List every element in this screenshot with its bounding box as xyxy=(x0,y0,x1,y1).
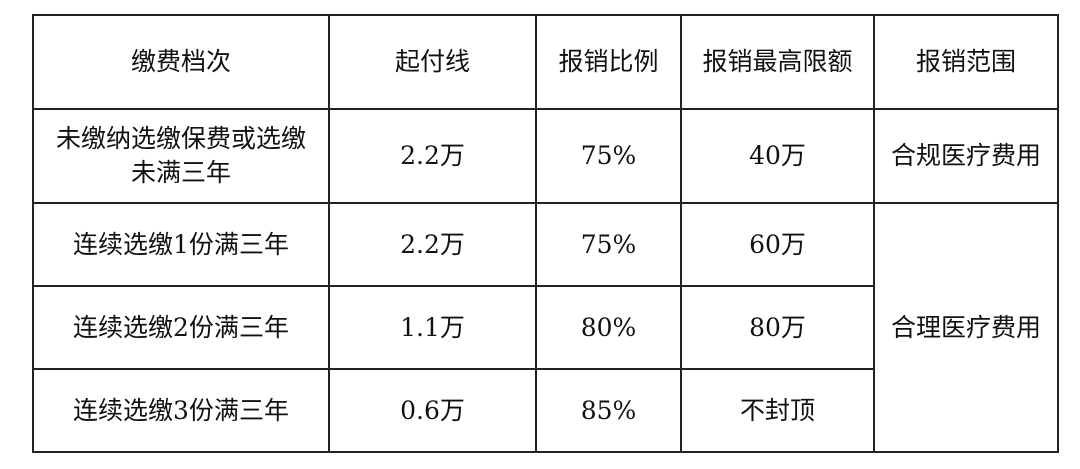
cell-cap: 80万 xyxy=(680,285,875,370)
cell-tier: 连续选缴2份满三年 xyxy=(32,285,330,370)
header-deductible: 起付线 xyxy=(328,14,537,110)
cell-scope: 合规医疗费用 xyxy=(873,108,1059,204)
cell-deductible: 0.6万 xyxy=(328,368,537,453)
cell-ratio: 75% xyxy=(535,108,682,204)
reimbursement-table: 缴费档次 起付线 报销比例 报销最高限额 报销范围 未缴纳选缴保费或选缴未满三年… xyxy=(32,14,1059,453)
cell-cap: 40万 xyxy=(680,108,875,204)
cell-cap: 60万 xyxy=(680,202,875,287)
header-ratio: 报销比例 xyxy=(535,14,682,110)
cell-deductible: 2.2万 xyxy=(328,202,537,287)
header-tier: 缴费档次 xyxy=(32,14,330,110)
cell-scope-merged: 合理医疗费用 xyxy=(873,202,1059,453)
header-cap: 报销最高限额 xyxy=(680,14,875,110)
cell-deductible: 1.1万 xyxy=(328,285,537,370)
cell-ratio: 80% xyxy=(535,285,682,370)
tier-text: 未缴纳选缴保费或选缴未满三年 xyxy=(55,124,306,187)
cell-tier: 未缴纳选缴保费或选缴未满三年 xyxy=(32,108,330,204)
table-row: 连续选缴1份满三年 2.2万 75% 60万 合理医疗费用 xyxy=(32,202,1059,453)
table-row: 连续选缴3份满三年 0.6万 85% 不封顶 xyxy=(32,368,1058,453)
cell-cap: 不封顶 xyxy=(680,368,875,453)
cell-tier: 连续选缴1份满三年 xyxy=(32,202,330,287)
cell-ratio: 85% xyxy=(535,368,682,453)
scope-text: 合理医疗费用 xyxy=(891,312,1042,342)
header-row: 缴费档次 起付线 报销比例 报销最高限额 报销范围 xyxy=(32,14,1059,110)
scope-text: 合规医疗费用 xyxy=(891,141,1042,170)
cell-deductible: 2.2万 xyxy=(328,108,537,204)
table-row: 未缴纳选缴保费或选缴未满三年 2.2万 75% 40万 合规医疗费用 xyxy=(32,108,1059,204)
header-scope: 报销范围 xyxy=(873,14,1059,110)
cell-tier: 连续选缴3份满三年 xyxy=(32,368,330,453)
table-row: 连续选缴2份满三年 1.1万 80% 80万 xyxy=(32,285,1058,370)
cell-ratio: 75% xyxy=(535,202,682,287)
